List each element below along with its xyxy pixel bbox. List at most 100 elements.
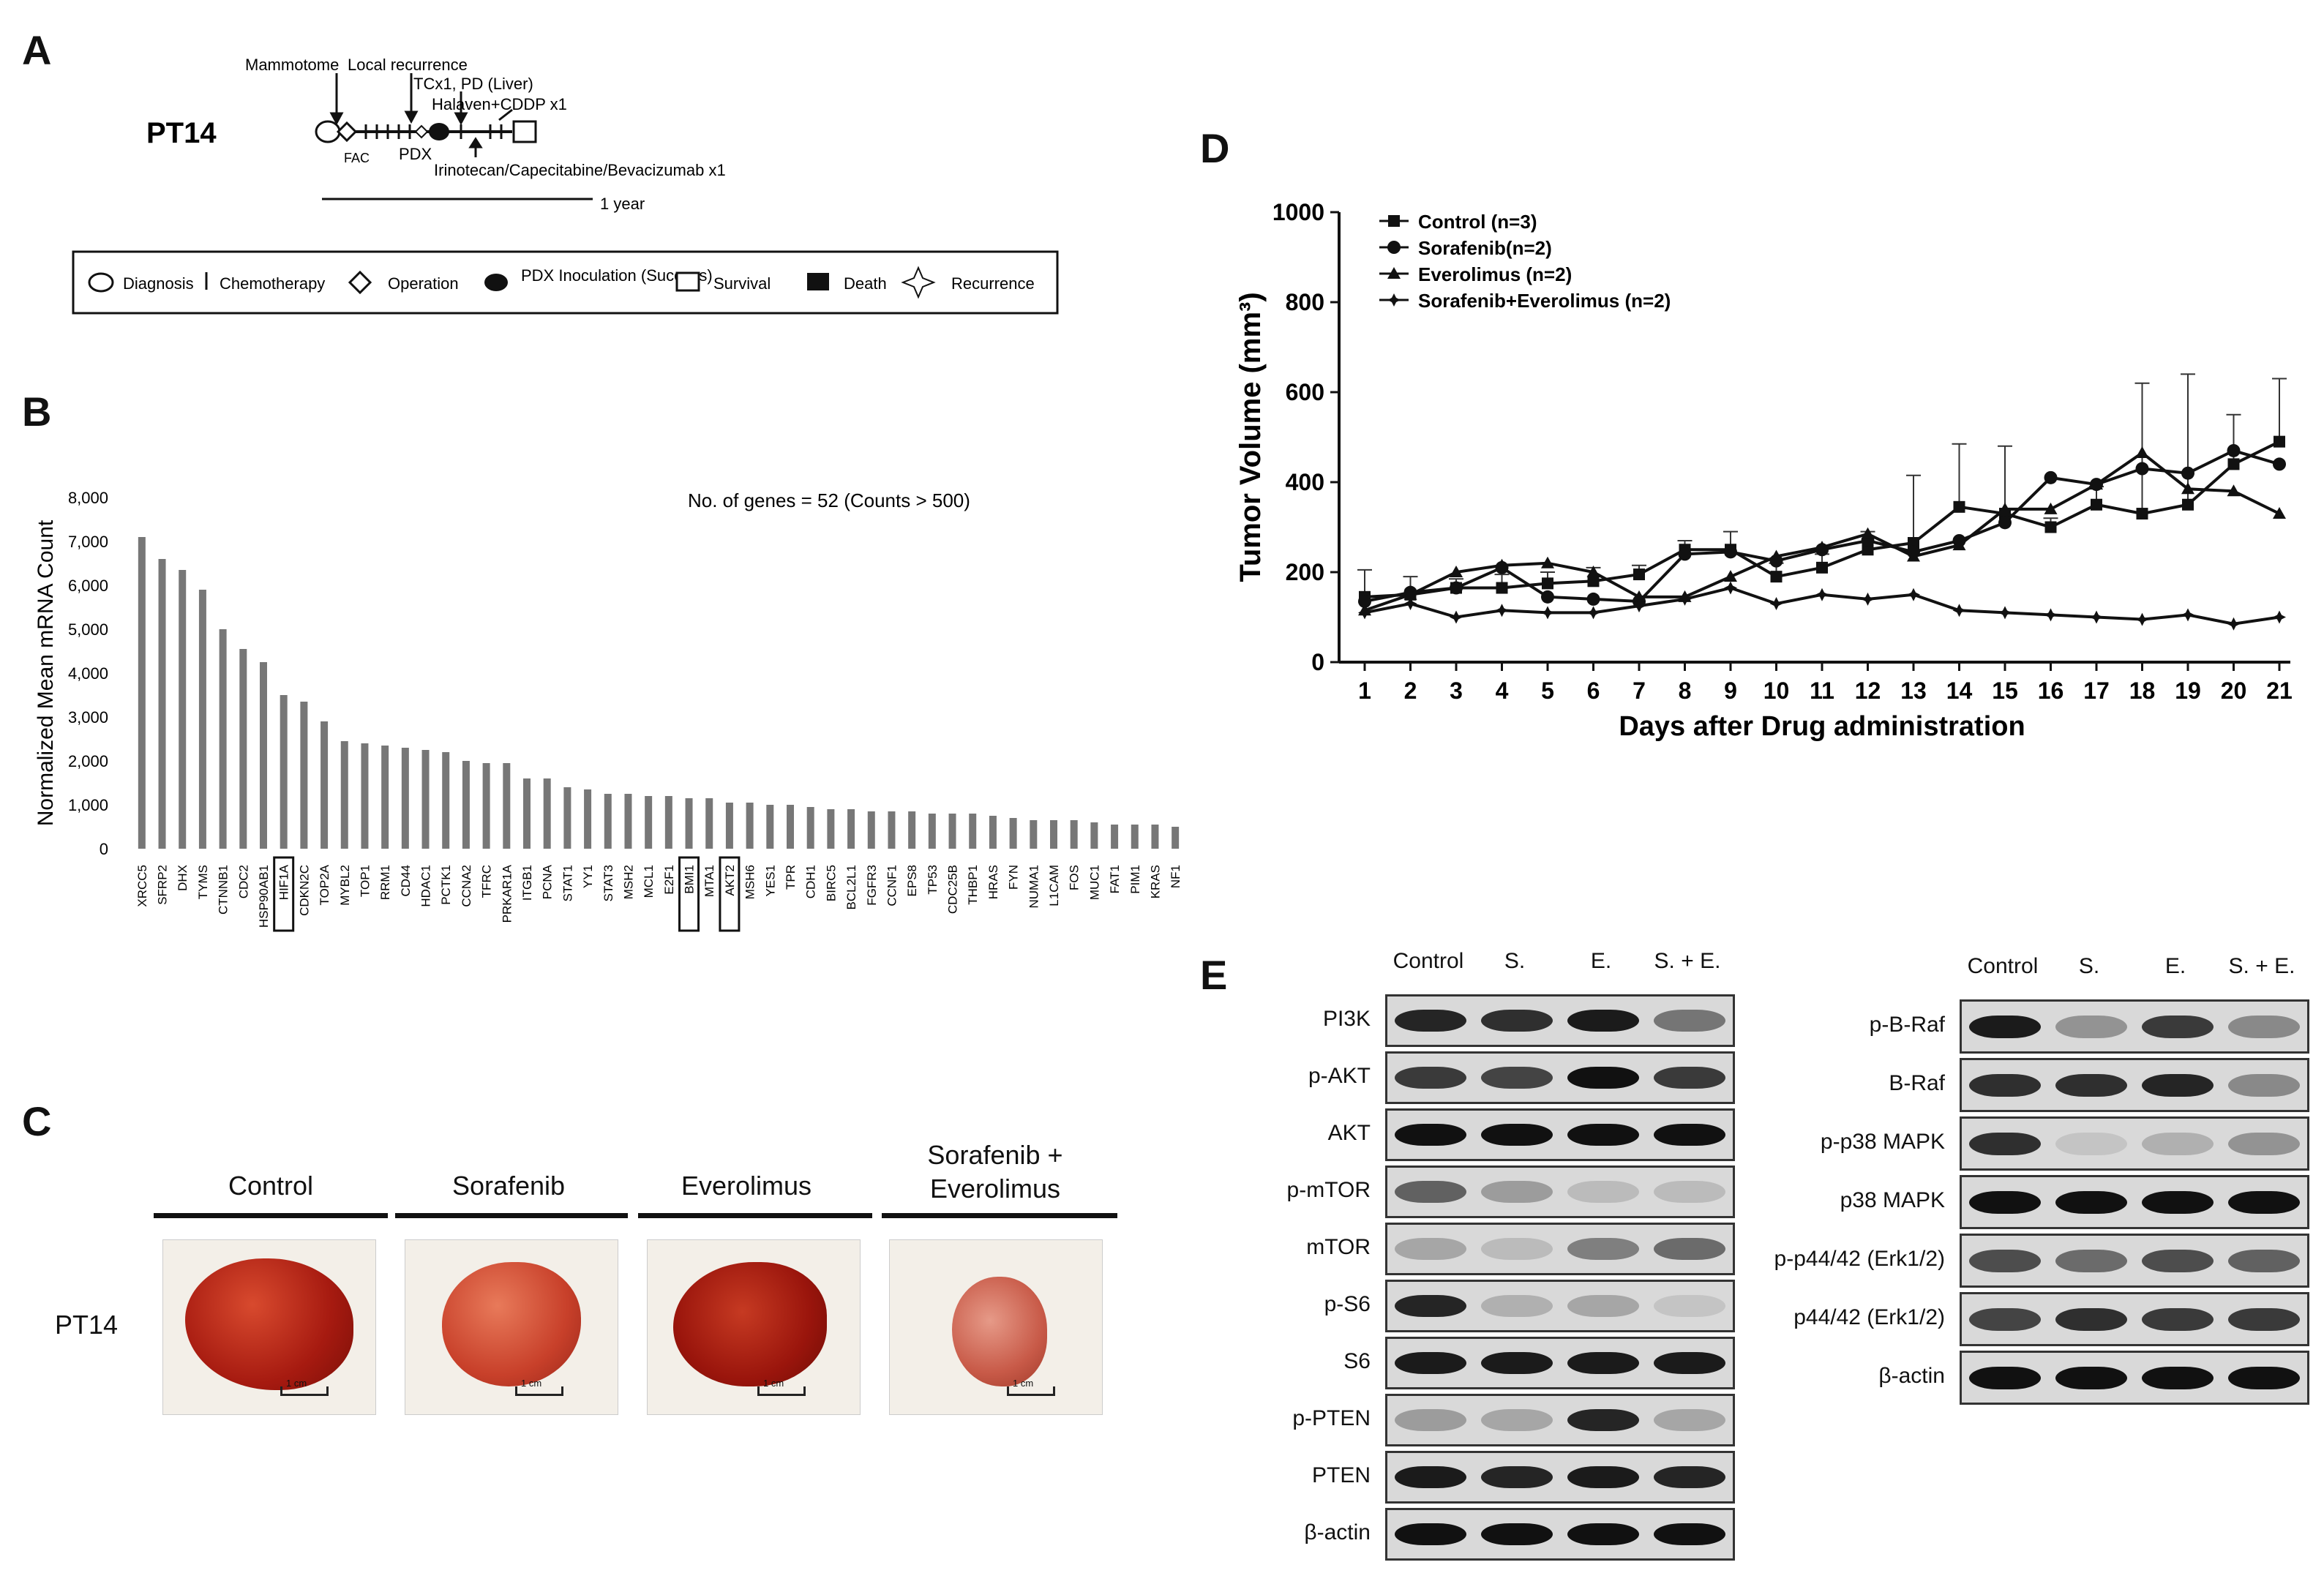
blot-strip (1385, 1108, 1735, 1161)
data-point (2181, 608, 2194, 622)
data-point (2273, 507, 2286, 519)
data-point (2044, 502, 2058, 514)
x-tick-label: 16 (2038, 677, 2064, 704)
data-point (1586, 592, 1600, 606)
blot-row-label: p-S6 (1324, 1292, 1371, 1316)
legend-label: Everolimus (n=2) (1418, 263, 1572, 285)
bar (1090, 822, 1098, 849)
data-point (1952, 604, 1966, 618)
data-point (1678, 547, 1692, 561)
x-tick-label: BMI1 (683, 865, 697, 894)
x-tick-label: MSH2 (621, 865, 635, 899)
data-point (1907, 588, 1920, 601)
bar (1030, 820, 1038, 849)
data-point (1541, 606, 1554, 620)
y-tick-label: 2,000 (68, 752, 108, 770)
blot-strip (1385, 994, 1735, 1047)
blot-strip (1385, 1166, 1735, 1218)
x-tick-label: PIM1 (1128, 865, 1142, 894)
x-tick-label: 4 (1496, 677, 1509, 704)
blot-band (1969, 1308, 2041, 1331)
data-point (2090, 478, 2103, 490)
x-tick-label: 17 (2083, 677, 2110, 704)
x-tick-label: 1 (1358, 677, 1371, 704)
blot-column-header: S. (2078, 954, 2100, 978)
data-point (1496, 582, 1508, 594)
blot-row-label: p38 MAPK (1840, 1188, 1945, 1212)
x-tick-label: 19 (2175, 677, 2201, 704)
group-label-sorafenib: Sorafenib (451, 1171, 566, 1201)
blot-row-label: p44/42 (Erk1/2) (1793, 1305, 1945, 1329)
panel-label-b: B (22, 389, 52, 435)
blot-band (1969, 1074, 2041, 1097)
blot-band (1481, 1352, 1553, 1374)
y-tick-label: 6,000 (68, 577, 108, 595)
blot-band (2228, 1367, 2300, 1389)
x-tick-label: DHX (176, 865, 190, 891)
x-tick-label: RRM1 (378, 865, 392, 900)
blot-band (1654, 1181, 1725, 1203)
blot-band (1567, 1352, 1639, 1374)
x-tick-label: ITGB1 (520, 865, 534, 901)
tumor-photo-everolimus: 1 cm (647, 1239, 861, 1415)
blot-strip (1960, 1058, 2309, 1112)
bar (1009, 818, 1017, 849)
y-tick-label: 4,000 (68, 664, 108, 683)
blot-strip (1960, 999, 2309, 1054)
panel-label-e: E (1200, 952, 1228, 998)
blot-row-label: PI3K (1322, 1007, 1371, 1031)
y-tick-label: 0 (100, 840, 108, 858)
blot-band (1481, 1295, 1553, 1317)
scale-bar-combination (1007, 1386, 1055, 1396)
blot-band (1395, 1352, 1466, 1374)
x-tick-label: CCNF1 (885, 865, 899, 907)
x-tick-label: 8 (1679, 677, 1692, 704)
bar (928, 814, 936, 849)
bar (1111, 825, 1119, 849)
x-tick-label: FYN (1007, 865, 1021, 890)
blot-band (1567, 1295, 1639, 1317)
group-label-control: Control (228, 1171, 314, 1201)
data-point (1358, 606, 1371, 620)
x-tick-label: 18 (2129, 677, 2156, 704)
blot-band (2228, 1133, 2300, 1155)
patient-label-c: PT14 (55, 1310, 119, 1340)
x-tick-label: 2 (1404, 677, 1417, 704)
blot-row-label: mTOR (1306, 1235, 1371, 1259)
blot-row-label: p-AKT (1308, 1064, 1371, 1088)
highlight-box (678, 856, 700, 932)
blot-row-label: p-PTEN (1292, 1406, 1371, 1430)
blot-band (1567, 1124, 1639, 1146)
x-tick-label: KRAS (1148, 865, 1162, 898)
blot-column-header: S. (1504, 949, 1526, 973)
blot-band (2055, 1191, 2127, 1214)
data-point (2181, 482, 2194, 495)
data-point (1403, 588, 1417, 600)
x-tick-label: THBP1 (966, 865, 980, 905)
x-tick-label: 9 (1724, 677, 1737, 704)
bar (908, 811, 916, 849)
x-tick-label: TOP1 (358, 865, 372, 897)
bar (421, 750, 430, 849)
data-point (1450, 581, 1463, 595)
x-tick-label: NF1 (1169, 865, 1182, 888)
bar (361, 743, 369, 849)
blot-column-header: E. (2164, 954, 2186, 978)
data-point (1403, 597, 1417, 611)
tumor-sorafenib (442, 1262, 581, 1386)
legend-label: Sorafenib+Everolimus (n=2) (1418, 290, 1671, 312)
data-point (1633, 590, 1646, 602)
bar (158, 559, 166, 849)
blot-row-label: p-mTOR (1286, 1178, 1371, 1202)
data-point (1587, 575, 1600, 588)
data-point (1861, 527, 1875, 539)
x-tick-label: CCNA2 (460, 865, 473, 907)
blot-band (1395, 1181, 1466, 1203)
blot-column-header: S. + E. (2228, 954, 2295, 978)
bar (523, 778, 531, 849)
x-tick-label: 12 (1855, 677, 1881, 704)
x-tick-label: 5 (1541, 677, 1554, 704)
data-point (1633, 568, 1645, 581)
x-tick-label: TYMS (196, 865, 210, 899)
